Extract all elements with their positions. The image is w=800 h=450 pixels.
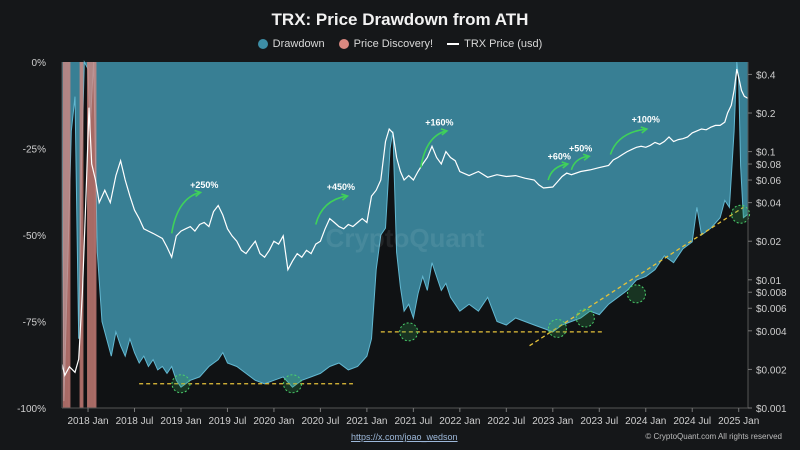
watermark: CryptoQuant — [326, 223, 485, 253]
gain-arrow-head — [194, 189, 203, 198]
support-line — [529, 206, 744, 347]
x-tick-label: 2019 Jan — [160, 416, 201, 427]
y-right-tick-label: $0.08 — [756, 160, 781, 171]
price-discovery-bar — [64, 62, 67, 408]
x-tick-label: 2018 Jul — [116, 416, 154, 427]
gain-arrow-head — [341, 193, 350, 201]
gain-arrow — [170, 191, 200, 234]
support-circle — [575, 308, 595, 328]
legend-drawdown-label: Drawdown — [272, 38, 325, 50]
legend-price-discovery-label: Price Discovery! — [353, 38, 434, 50]
gain-arrow-head — [640, 126, 649, 134]
support-circle — [626, 284, 646, 304]
x-tick-label: 2019 Jul — [209, 416, 247, 427]
y-left-tick-label: -50% — [23, 231, 46, 242]
price-discovery-bar — [66, 62, 69, 408]
x-tick-label: 2020 Jul — [302, 416, 340, 427]
gain-label: +160% — [425, 117, 453, 127]
gain-label: +50% — [569, 144, 592, 154]
x-tick-label: 2024 Jul — [673, 416, 711, 427]
gain-label: +60% — [548, 151, 571, 161]
y-left-tick-label: 0% — [32, 58, 47, 69]
price-discovery-bar — [88, 62, 91, 408]
copyright-text: © CryptoQuant.com All rights reserved — [645, 432, 782, 441]
price-discovery-bar — [81, 62, 84, 408]
price-discovery-bar — [79, 62, 82, 408]
y-left-tick-label: -75% — [23, 318, 46, 329]
support-circle — [171, 374, 191, 394]
support-circle — [547, 318, 567, 338]
price-discovery-bar — [94, 62, 97, 408]
legend-item-drawdown[interactable]: Drawdown — [257, 38, 325, 50]
support-circle — [731, 204, 751, 224]
legend-trx-price-label: TRX Price (usd) — [464, 38, 543, 50]
x-tick-label: 2021 Jan — [346, 416, 387, 427]
x-tick-label: 2018 Jan — [67, 416, 108, 427]
gain-arrow — [570, 155, 589, 171]
price-discovery-bar — [68, 62, 71, 408]
y-right-tick-label: $0.01 — [756, 276, 781, 287]
x-tick-label: 2020 Jan — [253, 416, 294, 427]
y-left-tick-label: -100% — [17, 404, 46, 415]
price-discovery-bar — [92, 62, 95, 408]
x-tick-label: 2021 Jul — [394, 416, 432, 427]
y-right-tick-label: $0.4 — [756, 70, 776, 81]
author-link[interactable]: https://x.com/joao_wedson — [351, 432, 458, 442]
x-tick-label: 2023 Jan — [532, 416, 573, 427]
gain-label: +250% — [190, 180, 218, 190]
y-right-tick-label: $0.06 — [756, 176, 781, 187]
legend-drawdown-swatch — [257, 39, 268, 49]
y-right-tick-label: $0.001 — [756, 404, 787, 415]
legend-item-price-discovery[interactable]: Price Discovery! — [338, 38, 434, 50]
chart-title: TRX: Price Drawdown from ATH — [271, 10, 529, 29]
support-circle — [399, 322, 419, 342]
y-right-tick-label: $0.2 — [756, 109, 776, 120]
y-right-tick-label: $0.004 — [756, 327, 787, 338]
drawdown-edge — [61, 60, 749, 402]
gain-arrow — [314, 195, 347, 225]
y-right-tick-label: $0.008 — [756, 288, 787, 299]
price-discovery-bar — [90, 62, 93, 408]
gain-label: +100% — [632, 115, 660, 125]
y-right-tick-label: $0.006 — [756, 304, 787, 315]
trx-price-line — [61, 68, 749, 377]
gain-label: +450% — [327, 182, 355, 192]
price-discovery-bar — [62, 62, 65, 408]
y-right-tick-label: $0.1 — [756, 148, 776, 159]
y-left-tick-label: -25% — [23, 145, 46, 156]
y-right-tick-label: $0.04 — [756, 199, 781, 210]
x-tick-label: 2022 Jul — [487, 416, 525, 427]
legend-trx-price-swatch — [447, 43, 460, 45]
gain-arrow — [547, 163, 567, 181]
y-right-tick-label: $0.002 — [756, 365, 787, 376]
x-tick-label: 2025 Jan — [718, 416, 759, 427]
gain-arrow-head — [440, 128, 449, 136]
gain-arrow-head — [561, 161, 570, 169]
x-tick-label: 2024 Jan — [625, 416, 666, 427]
price-discovery-bar — [87, 62, 90, 408]
support-circle — [283, 374, 303, 394]
chart-legend: Drawdown Price Discovery! TRX Price (usd… — [0, 38, 800, 50]
y-right-tick-label: $0.02 — [756, 237, 781, 248]
legend-item-trx-price[interactable]: TRX Price (usd) — [447, 38, 542, 50]
gain-arrow — [420, 130, 447, 168]
x-tick-label: 2023 Jul — [580, 416, 618, 427]
gain-arrow-head — [582, 153, 591, 161]
x-tick-label: 2022 Jan — [439, 416, 480, 427]
gain-arrow — [609, 128, 646, 155]
legend-price-discovery-swatch — [338, 39, 349, 49]
